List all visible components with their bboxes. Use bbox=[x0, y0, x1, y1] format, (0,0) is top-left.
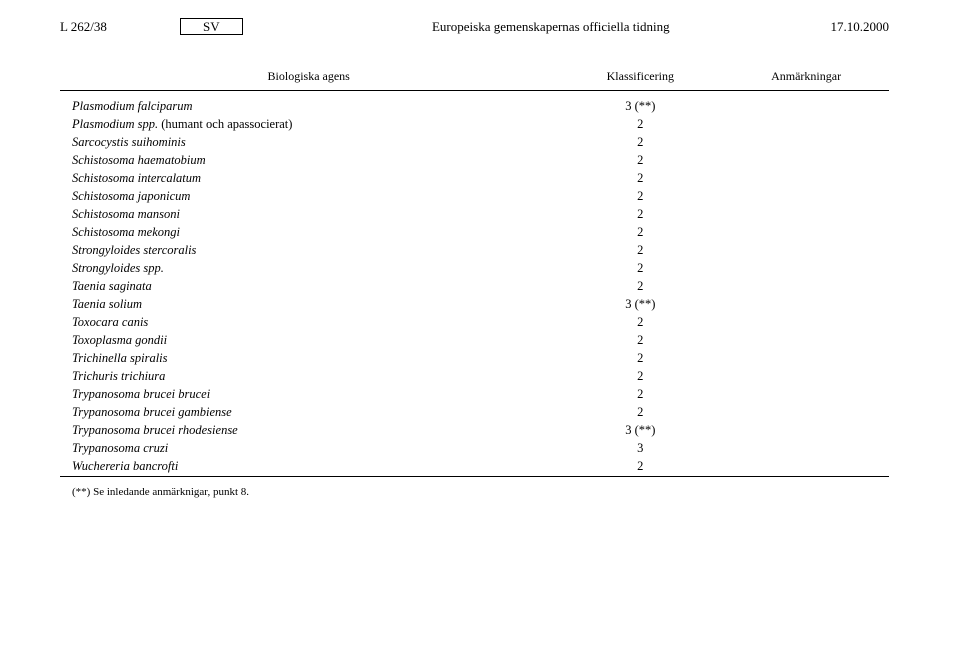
classification-cell: 2 bbox=[557, 404, 723, 422]
classification-cell: 2 bbox=[557, 386, 723, 404]
remarks-cell bbox=[723, 152, 889, 170]
agent-cell: Strongyloides stercoralis bbox=[60, 242, 557, 260]
page-reference: L 262/38 bbox=[60, 19, 180, 35]
remarks-cell bbox=[723, 91, 889, 116]
journal-title: Europeiska gemenskapernas officiella tid… bbox=[303, 19, 799, 35]
remarks-cell bbox=[723, 224, 889, 242]
table-row: Strongyloides stercoralis2 bbox=[60, 242, 889, 260]
classification-cell: 2 bbox=[557, 350, 723, 368]
remarks-cell bbox=[723, 134, 889, 152]
agent-cell: Taenia saginata bbox=[60, 278, 557, 296]
table-row: Schistosoma haematobium2 bbox=[60, 152, 889, 170]
classification-cell: 2 bbox=[557, 332, 723, 350]
agent-cell: Schistosoma mekongi bbox=[60, 224, 557, 242]
agent-cell: Strongyloides spp. bbox=[60, 260, 557, 278]
remarks-cell bbox=[723, 206, 889, 224]
classification-table: Biologiska agens Klassificering Anmärkni… bbox=[60, 63, 889, 502]
agent-cell: Toxocara canis bbox=[60, 314, 557, 332]
table-row: Trypanosoma cruzi3 bbox=[60, 440, 889, 458]
table-row: Trypanosoma brucei rhodesiense3 (**) bbox=[60, 422, 889, 440]
classification-cell: 2 bbox=[557, 458, 723, 476]
table-row: Schistosoma intercalatum2 bbox=[60, 170, 889, 188]
remarks-cell bbox=[723, 296, 889, 314]
table-header-row: Biologiska agens Klassificering Anmärkni… bbox=[60, 63, 889, 91]
remarks-cell bbox=[723, 458, 889, 476]
agent-cell: Wuchereria bancrofti bbox=[60, 458, 557, 476]
table-row: Trichinella spiralis2 bbox=[60, 350, 889, 368]
table-row: Sarcocystis suihominis2 bbox=[60, 134, 889, 152]
table-row: Schistosoma mansoni2 bbox=[60, 206, 889, 224]
remarks-cell bbox=[723, 278, 889, 296]
agent-cell: Toxoplasma gondii bbox=[60, 332, 557, 350]
remarks-cell bbox=[723, 440, 889, 458]
classification-cell: 2 bbox=[557, 242, 723, 260]
agent-cell: Schistosoma japonicum bbox=[60, 188, 557, 206]
column-header-agent: Biologiska agens bbox=[60, 63, 557, 91]
agent-cell: Sarcocystis suihominis bbox=[60, 134, 557, 152]
table-row: Taenia solium3 (**) bbox=[60, 296, 889, 314]
table-row: Toxocara canis2 bbox=[60, 314, 889, 332]
table-row: Taenia saginata2 bbox=[60, 278, 889, 296]
agent-cell: Trypanosoma brucei brucei bbox=[60, 386, 557, 404]
table-row: Strongyloides spp.2 bbox=[60, 260, 889, 278]
agent-cell: Trypanosoma brucei gambiense bbox=[60, 404, 557, 422]
classification-cell: 2 bbox=[557, 152, 723, 170]
remarks-cell bbox=[723, 368, 889, 386]
classification-cell: 3 (**) bbox=[557, 91, 723, 116]
agent-cell: Trypanosoma cruzi bbox=[60, 440, 557, 458]
column-header-class: Klassificering bbox=[557, 63, 723, 91]
table-row: Toxoplasma gondii2 bbox=[60, 332, 889, 350]
table-row: Trypanosoma brucei gambiense2 bbox=[60, 404, 889, 422]
remarks-cell bbox=[723, 242, 889, 260]
remarks-cell bbox=[723, 116, 889, 134]
classification-cell: 3 (**) bbox=[557, 296, 723, 314]
classification-cell: 3 (**) bbox=[557, 422, 723, 440]
remarks-cell bbox=[723, 404, 889, 422]
table-footnote: (**) Se inledande anmärknigar, punkt 8. bbox=[60, 476, 889, 502]
classification-cell: 3 bbox=[557, 440, 723, 458]
classification-cell: 2 bbox=[557, 188, 723, 206]
classification-cell: 2 bbox=[557, 368, 723, 386]
agent-cell: Schistosoma haematobium bbox=[60, 152, 557, 170]
classification-cell: 2 bbox=[557, 224, 723, 242]
agent-suffix: (humant och apassocierat) bbox=[161, 117, 292, 131]
remarks-cell bbox=[723, 188, 889, 206]
table-row: Schistosoma japonicum2 bbox=[60, 188, 889, 206]
column-header-remarks: Anmärkningar bbox=[723, 63, 889, 91]
table-row: Schistosoma mekongi2 bbox=[60, 224, 889, 242]
classification-cell: 2 bbox=[557, 278, 723, 296]
remarks-cell bbox=[723, 422, 889, 440]
agent-cell: Trichuris trichiura bbox=[60, 368, 557, 386]
classification-cell: 2 bbox=[557, 170, 723, 188]
remarks-cell bbox=[723, 170, 889, 188]
remarks-cell bbox=[723, 386, 889, 404]
classification-cell: 2 bbox=[557, 314, 723, 332]
agent-cell: Trypanosoma brucei rhodesiense bbox=[60, 422, 557, 440]
table-row: Trichuris trichiura2 bbox=[60, 368, 889, 386]
remarks-cell bbox=[723, 260, 889, 278]
agent-cell: Plasmodium falciparum bbox=[60, 91, 557, 116]
page-header: L 262/38 SV Europeiska gemenskapernas of… bbox=[60, 18, 889, 35]
table-row: Wuchereria bancrofti2 bbox=[60, 458, 889, 476]
remarks-cell bbox=[723, 332, 889, 350]
agent-cell: Trichinella spiralis bbox=[60, 350, 557, 368]
publication-date: 17.10.2000 bbox=[799, 19, 889, 35]
classification-cell: 2 bbox=[557, 260, 723, 278]
remarks-cell bbox=[723, 350, 889, 368]
agent-cell: Plasmodium spp. (humant och apassocierat… bbox=[60, 116, 557, 134]
classification-cell: 2 bbox=[557, 134, 723, 152]
agent-cell: Schistosoma intercalatum bbox=[60, 170, 557, 188]
language-box: SV bbox=[180, 18, 243, 35]
classification-cell: 2 bbox=[557, 116, 723, 134]
agent-cell: Schistosoma mansoni bbox=[60, 206, 557, 224]
remarks-cell bbox=[723, 314, 889, 332]
table-row: Plasmodium spp. (humant och apassocierat… bbox=[60, 116, 889, 134]
table-row: Trypanosoma brucei brucei2 bbox=[60, 386, 889, 404]
table-row: Plasmodium falciparum3 (**) bbox=[60, 91, 889, 116]
agent-cell: Taenia solium bbox=[60, 296, 557, 314]
classification-cell: 2 bbox=[557, 206, 723, 224]
